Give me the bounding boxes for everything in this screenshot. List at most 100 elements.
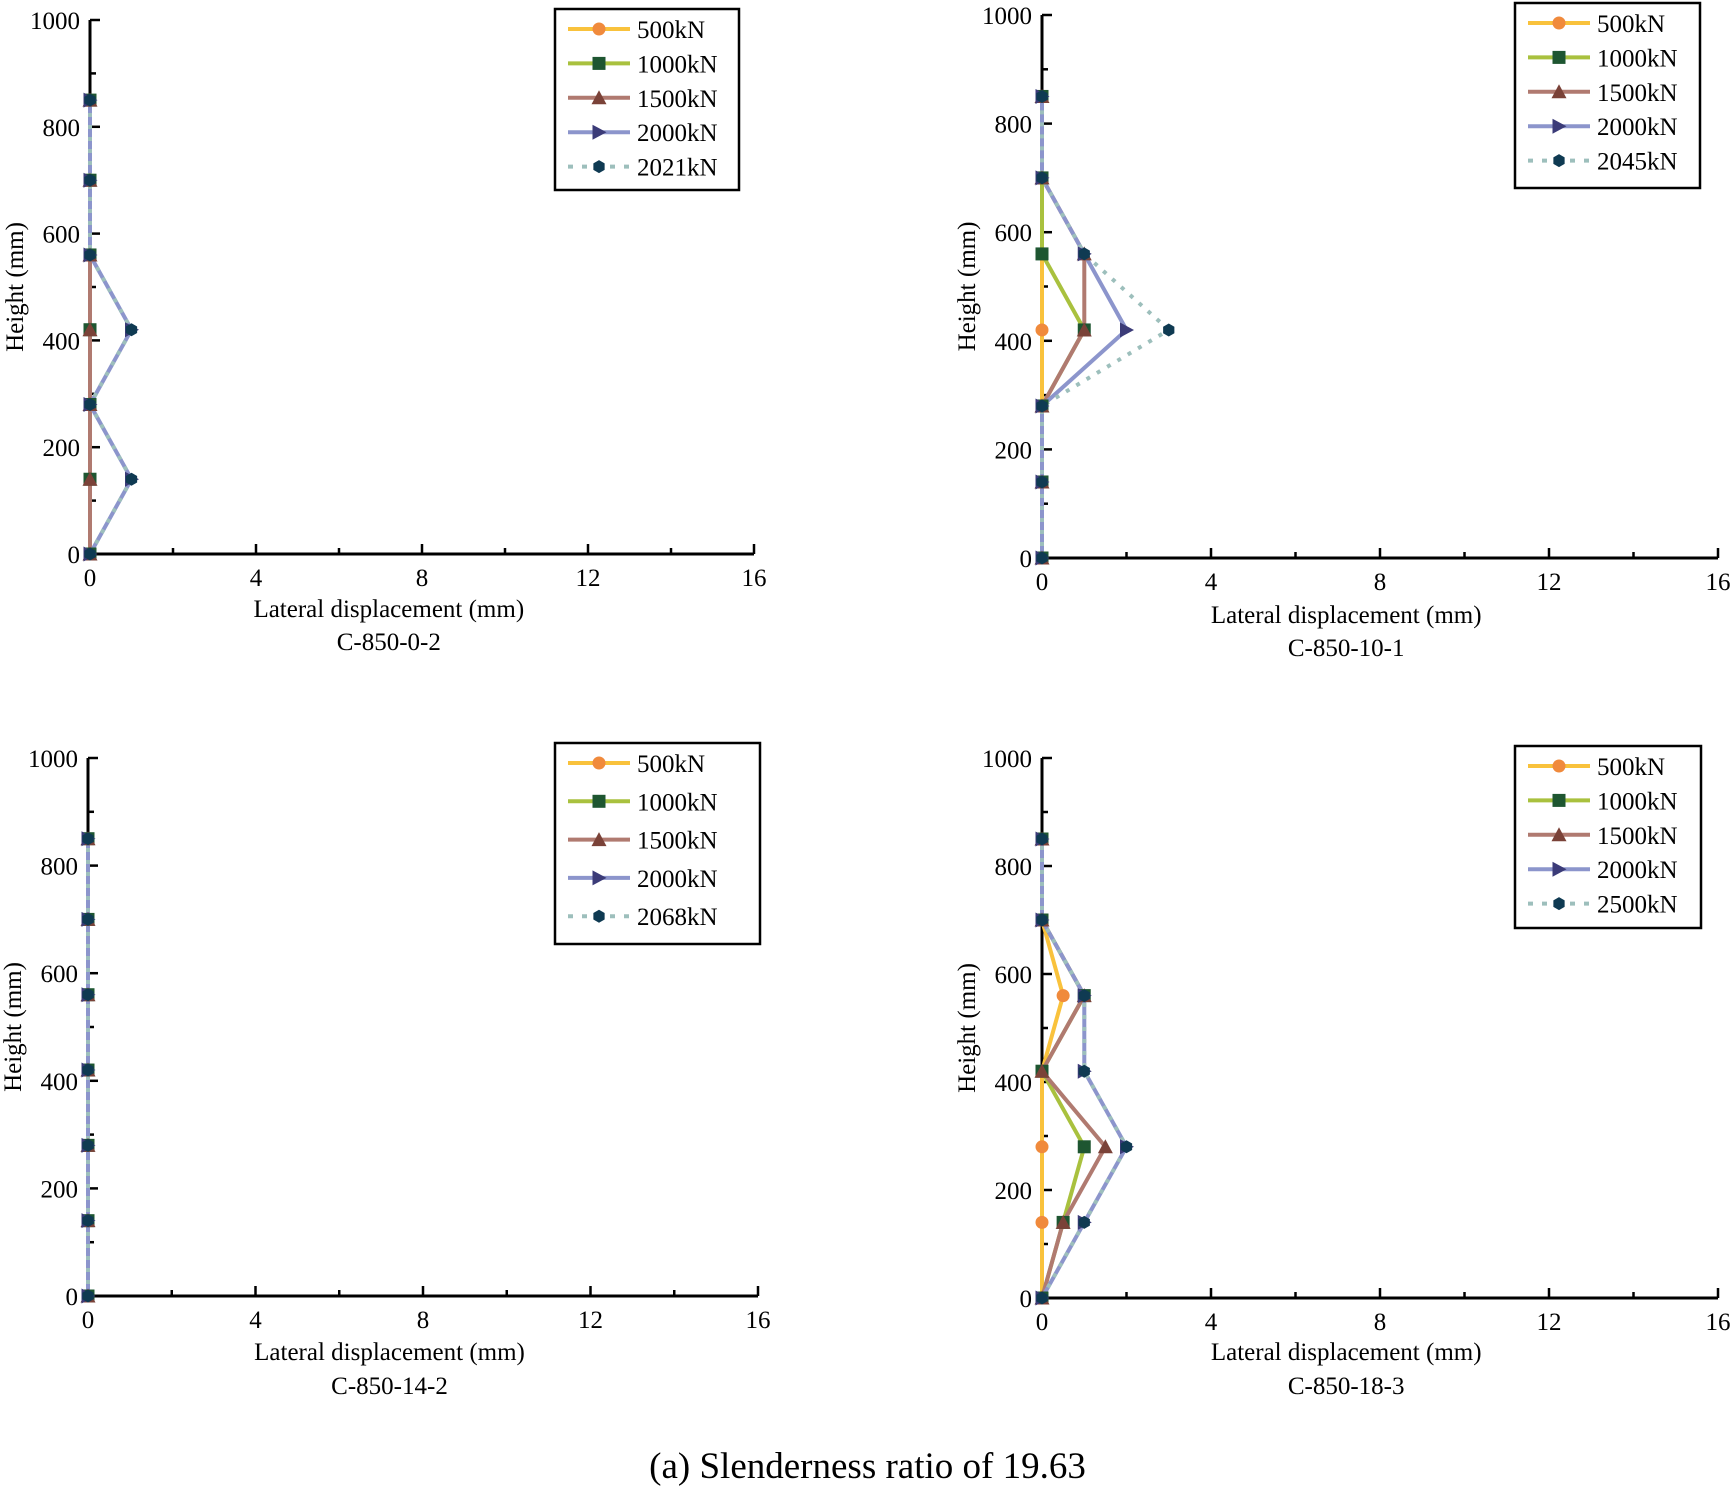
y-tick-label: 200 bbox=[995, 437, 1033, 464]
y-tick-label: 0 bbox=[1020, 546, 1033, 573]
y-tick-label: 0 bbox=[66, 1284, 79, 1311]
chart-panel-4: 0 4 8 12 16 0 200 400 600 800 1000 Lateral displace… bbox=[954, 744, 1731, 1400]
legend-marker-1000kN bbox=[1552, 50, 1566, 64]
legend-marker-1500kN bbox=[1551, 84, 1567, 99]
y-tick-label: 1000 bbox=[982, 746, 1032, 773]
legend-label-500kN: 500kN bbox=[637, 17, 705, 44]
y-tick-label: 200 bbox=[995, 1178, 1033, 1205]
legend-label-1500kN: 1500kN bbox=[637, 86, 718, 113]
legend-label-2021kN: 2021kN bbox=[637, 155, 718, 182]
legend: 500kN 1000kN 1500kN 2000kN 2068kN bbox=[553, 741, 762, 946]
chart-panel-1: 0 4 8 12 16 0 200 400 600 800 1000 Lateral displace… bbox=[2, 7, 767, 656]
data-point-2500kN bbox=[1078, 989, 1090, 1003]
x-tick-label: 0 bbox=[1036, 1309, 1049, 1336]
y-axis-title: Height (mm) bbox=[0, 962, 27, 1092]
x-axis-title: Lateral displacement (mm) bbox=[1211, 1339, 1482, 1366]
x-tick-label: 0 bbox=[84, 565, 97, 592]
data-point-2021kN bbox=[84, 397, 96, 411]
legend: 500kN 1000kN 1500kN 2000kN 2500kN bbox=[1513, 744, 1703, 930]
legend-label-1500kN: 1500kN bbox=[1597, 80, 1678, 107]
data-point-1000kN bbox=[1035, 247, 1049, 261]
data-point-2021kN bbox=[84, 547, 96, 561]
legend-label-2000kN: 2000kN bbox=[1597, 857, 1678, 884]
figure-caption: (a) Slenderness ratio of 19.63 bbox=[649, 1446, 1086, 1487]
y-tick-label: 0 bbox=[1020, 1286, 1033, 1313]
data-point-2068kN bbox=[82, 1214, 94, 1228]
data-point-1500kN bbox=[1076, 322, 1092, 337]
legend-box bbox=[553, 741, 762, 946]
y-tick-label: 800 bbox=[995, 112, 1033, 139]
legend-marker-1000kN bbox=[592, 794, 606, 808]
data-point-2045kN bbox=[1036, 475, 1048, 489]
y-tick-label: 600 bbox=[41, 961, 79, 988]
y-tick-label: 1000 bbox=[30, 8, 80, 35]
x-tick-label: 0 bbox=[1036, 569, 1049, 596]
data-point-2068kN bbox=[82, 1289, 94, 1303]
data-point-1500kN bbox=[1097, 1139, 1113, 1154]
x-tick-label: 4 bbox=[250, 565, 263, 592]
legend-label-500kN: 500kN bbox=[1597, 754, 1665, 781]
x-tick-label: 8 bbox=[1374, 1309, 1387, 1336]
data-point-2021kN bbox=[84, 248, 96, 262]
x-axis-title: Lateral displacement (mm) bbox=[253, 596, 524, 623]
y-tick-label: 200 bbox=[43, 435, 81, 462]
y-tick-label: 1000 bbox=[982, 3, 1032, 30]
legend-marker-2500kN bbox=[1553, 897, 1565, 911]
y-tick-label: 800 bbox=[41, 854, 79, 881]
y-tick-label: 600 bbox=[43, 222, 81, 249]
legend-label-1500kN: 1500kN bbox=[637, 828, 718, 855]
x-tick-label: 12 bbox=[1537, 1309, 1562, 1336]
legend-marker-500kN bbox=[592, 22, 606, 36]
x-tick-label: 8 bbox=[1374, 569, 1387, 596]
data-point-2000kN bbox=[1120, 322, 1134, 338]
data-point-2068kN bbox=[82, 1063, 94, 1077]
legend-box bbox=[1513, 1, 1702, 190]
data-point-2021kN bbox=[84, 93, 96, 107]
y-axis-title: Height (mm) bbox=[954, 222, 981, 352]
data-point-2021kN bbox=[125, 323, 138, 337]
legend-marker-1500kN bbox=[1551, 827, 1567, 842]
y-axis-title: Height (mm) bbox=[2, 222, 29, 352]
x-tick-label: 4 bbox=[1205, 569, 1218, 596]
data-point-1500kN bbox=[1034, 1063, 1050, 1078]
y-tick-label: 400 bbox=[995, 1070, 1033, 1097]
legend-marker-500kN bbox=[592, 756, 606, 770]
data-point-2068kN bbox=[82, 1138, 94, 1152]
legend-marker-2045kN bbox=[1553, 154, 1565, 168]
series-line-2045kN bbox=[1040, 96, 1171, 558]
legend: 500kN 1000kN 1500kN 2000kN 2021kN bbox=[553, 7, 741, 192]
x-tick-label: 16 bbox=[742, 565, 767, 592]
data-point-2500kN bbox=[1078, 1215, 1090, 1229]
data-point-2500kN bbox=[1036, 832, 1048, 846]
y-tick-label: 1000 bbox=[28, 746, 78, 773]
data-point-2021kN bbox=[125, 472, 138, 486]
y-tick-label: 400 bbox=[43, 328, 81, 355]
data-point-2068kN bbox=[82, 832, 94, 846]
data-point-500kN bbox=[1035, 1215, 1049, 1229]
y-tick-label: 600 bbox=[995, 220, 1033, 247]
x-tick-label: 16 bbox=[1706, 1309, 1731, 1336]
legend-label-2000kN: 2000kN bbox=[1597, 114, 1678, 141]
x-tick-label: 12 bbox=[576, 565, 601, 592]
data-point-2068kN bbox=[82, 912, 94, 926]
data-point-2021kN bbox=[84, 173, 96, 187]
legend-label-1000kN: 1000kN bbox=[637, 789, 718, 816]
data-point-2045kN bbox=[1163, 323, 1175, 337]
legend-label-1000kN: 1000kN bbox=[1597, 788, 1678, 815]
panel-caption: C-850-14-2 bbox=[331, 1373, 448, 1400]
legend-label-1000kN: 1000kN bbox=[1597, 45, 1678, 72]
data-point-2068kN bbox=[82, 988, 94, 1002]
legend-label-500kN: 500kN bbox=[637, 751, 705, 778]
panel-caption: C-850-10-1 bbox=[1288, 635, 1405, 662]
y-tick-label: 400 bbox=[995, 329, 1033, 356]
data-point-2045kN bbox=[1036, 399, 1048, 413]
data-point-2045kN bbox=[1036, 551, 1048, 565]
legend-marker-2068kN bbox=[593, 909, 605, 923]
data-point-1000kN bbox=[1077, 1140, 1091, 1154]
data-point-2500kN bbox=[1036, 913, 1048, 927]
data-point-500kN bbox=[1035, 323, 1049, 337]
data-point-2500kN bbox=[1120, 1140, 1133, 1154]
legend-marker-2021kN bbox=[593, 160, 605, 174]
legend-marker-1000kN bbox=[592, 56, 606, 70]
